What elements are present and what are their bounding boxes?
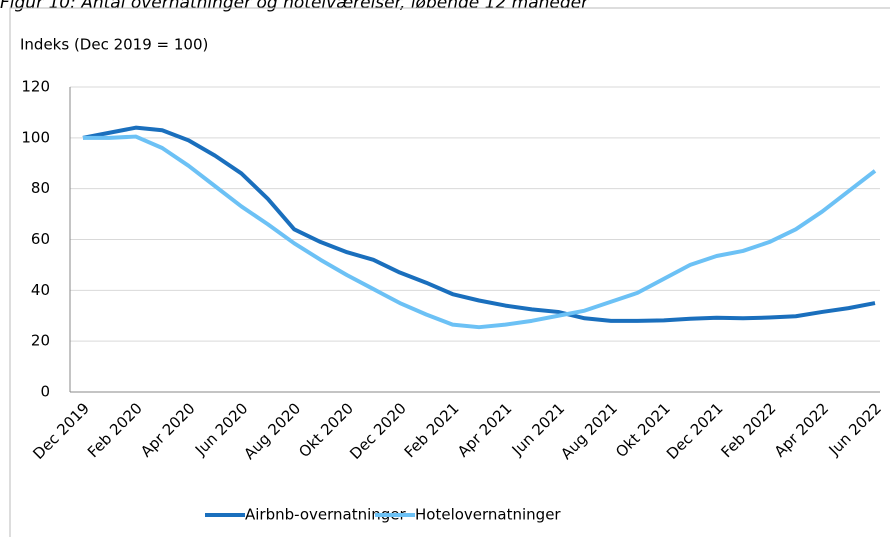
line-series [83, 134, 877, 330]
x-tick-label: Feb 2020 [84, 399, 146, 461]
x-tick-label: Apr 2020 [137, 399, 198, 460]
x-tick-label: Apr 2021 [454, 399, 515, 460]
line-series [82, 125, 876, 323]
legend-label: Hotelovernatninger [415, 506, 561, 524]
x-tick-label: Apr 2022 [771, 399, 832, 460]
x-tick-label: Aug 2021 [557, 399, 621, 463]
y-tick-label: 20 [31, 332, 50, 350]
x-tick-label: Aug 2020 [240, 399, 304, 463]
x-tick-label: Jun 2022 [825, 399, 885, 459]
y-tick-label: 0 [40, 383, 50, 401]
y-tick-label: 40 [31, 281, 50, 299]
x-tick-label: Dec 2019 [29, 399, 93, 463]
x-tick-label: Dec 2021 [663, 399, 727, 463]
x-tick-label: Dec 2020 [346, 399, 410, 463]
legend-label: Airbnb-overnatninger [245, 506, 407, 524]
y-tick-label: 120 [21, 78, 50, 96]
frame [9, 7, 890, 537]
x-tick-label: Feb 2022 [718, 399, 780, 461]
y-tick-label: 60 [31, 230, 50, 248]
y-tick-label: 80 [31, 179, 50, 197]
chart-title: Figur 10: Antal overnatninger og hotelvæ… [0, 0, 589, 13]
y-axis-label: Indeks (Dec 2019 = 100) [20, 36, 208, 54]
x-tick-label: Feb 2021 [401, 399, 463, 461]
y-tick-label: 100 [21, 128, 50, 146]
